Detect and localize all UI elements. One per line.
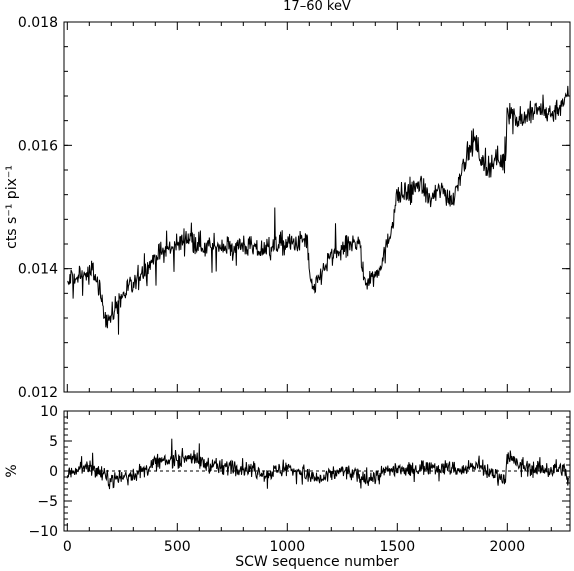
- xlabel: SCW sequence number: [235, 554, 399, 570]
- top-plot-frame: [63, 21, 571, 393]
- xtick-label: 2000: [489, 539, 525, 555]
- bottom-ylabel: %: [4, 464, 20, 477]
- ytick-label: 0.018: [18, 15, 58, 31]
- ytick-label: 0.016: [18, 138, 58, 154]
- ytick-label: −5: [37, 494, 58, 510]
- bottom-series-line: [66, 438, 569, 490]
- xtick-label: 1500: [379, 539, 415, 555]
- ytick-label: 0.014: [18, 262, 58, 278]
- xtick-label: 500: [164, 539, 191, 555]
- ytick-label: 0.012: [18, 385, 58, 401]
- ytick-label: 10: [40, 404, 58, 420]
- bottom-xtick-labels: 0 500 1000 1500 2000: [63, 539, 525, 555]
- bottom-ytick-labels: −10 −5 0 5 10: [28, 404, 58, 540]
- top-series-line: [67, 85, 569, 335]
- top-ytick-labels: 0.012 0.014 0.016 0.018: [18, 15, 58, 401]
- ytick-label: −10: [28, 524, 58, 540]
- ytick-label: 5: [49, 434, 58, 450]
- bottom-panel: −10 −5 0 5 10 0 500 1000 1500 2000 % SCW sequenc…: [4, 404, 571, 570]
- top-panel: 0.012 0.014 0.016 0.018 17–60 keV cts s⁻¹ p…: [4, 0, 571, 401]
- xtick-label: 0: [63, 539, 72, 555]
- xtick-label: 1000: [269, 539, 305, 555]
- ytick-label: 0: [49, 464, 58, 480]
- chart-title: 17–60 keV: [283, 0, 351, 14]
- top-ticks: [64, 21, 570, 393]
- top-ylabel: cts s⁻¹ pix⁻¹: [4, 165, 20, 249]
